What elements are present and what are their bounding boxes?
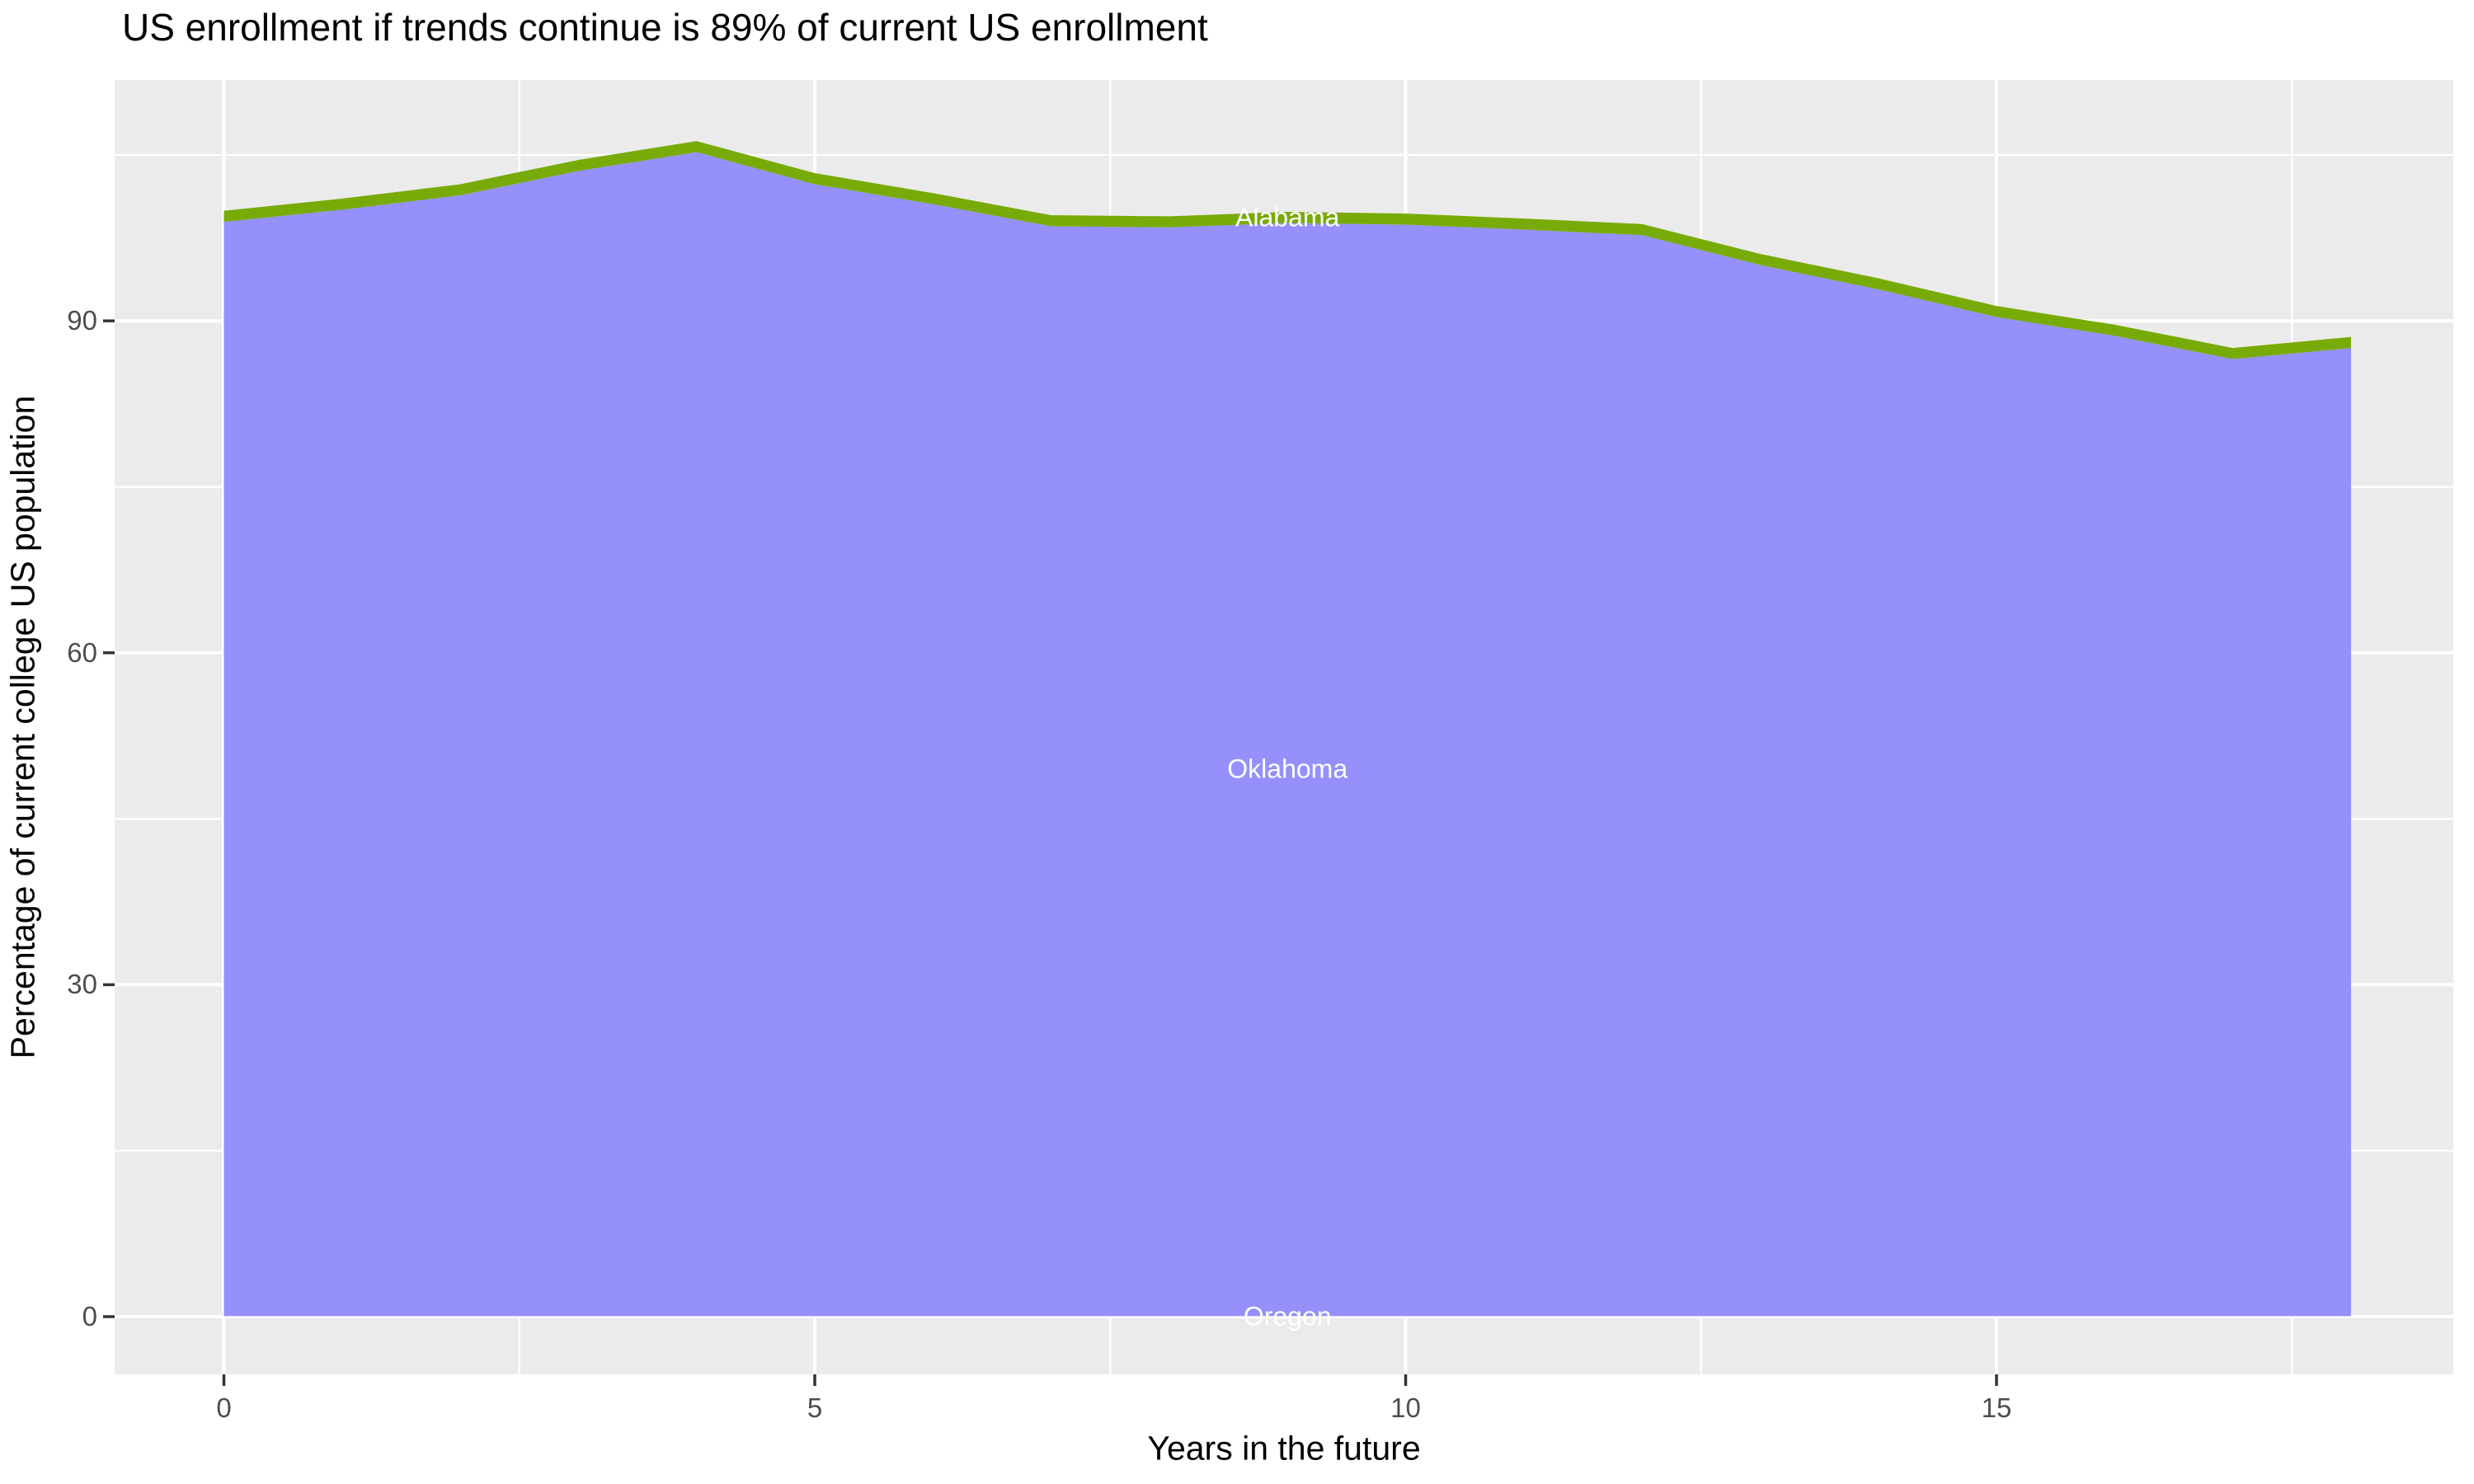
- y-tick-label-30: 30: [67, 969, 97, 1000]
- y-axis-title: Percentage of current college US populat…: [3, 395, 42, 1059]
- y-tick-label-0: 0: [82, 1301, 97, 1331]
- area-alabama: [223, 141, 2351, 359]
- area-label-oregon: Oregon: [1243, 1301, 1332, 1331]
- x-tick-label-5: 5: [807, 1392, 823, 1423]
- x-tick-label-0: 0: [216, 1392, 232, 1423]
- area-label-oklahoma: Oklahoma: [1227, 754, 1348, 784]
- x-tick-label-15: 15: [1981, 1392, 2012, 1423]
- chart-title: US enrollment if trends continue is 89% …: [122, 6, 1208, 49]
- x-axis-title: Years in the future: [1147, 1429, 1421, 1468]
- x-tick-label-10: 10: [1390, 1392, 1421, 1423]
- y-tick-label-90: 90: [67, 305, 97, 336]
- y-tick-label-60: 60: [67, 636, 97, 668]
- area-label-alabama: Alabama: [1235, 202, 1340, 232]
- area-oklahoma: [223, 152, 2351, 1317]
